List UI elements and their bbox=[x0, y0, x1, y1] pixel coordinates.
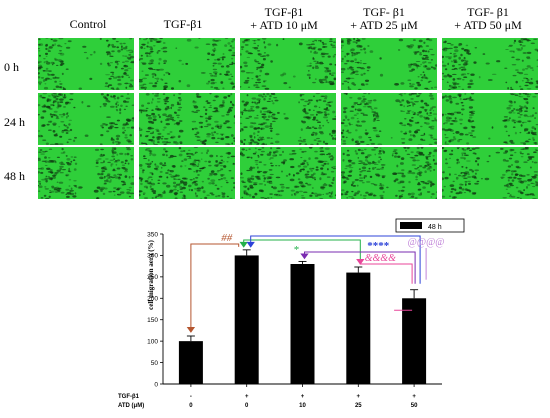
column-header-tgf: TGF-β1 bbox=[148, 18, 218, 31]
y-tick-label: 200 bbox=[147, 296, 158, 303]
micrograph-image bbox=[38, 38, 134, 90]
y-tick-label: 0 bbox=[154, 381, 158, 388]
column-header-line1: Control bbox=[69, 17, 107, 31]
error-bar bbox=[186, 335, 195, 342]
y-tick-label: 350 bbox=[147, 231, 158, 238]
treatment-value: 25 bbox=[355, 403, 362, 409]
micrograph-image bbox=[442, 93, 538, 145]
row-label-48h: 48 h bbox=[4, 169, 25, 183]
y-tick-label: 250 bbox=[147, 274, 158, 281]
micrograph-image bbox=[442, 38, 538, 90]
micrograph-tile bbox=[240, 38, 336, 90]
bar-3 bbox=[290, 264, 315, 384]
bar-5 bbox=[402, 298, 427, 384]
treatment-table: TGF-β1 - + + + + ATD (μM) 0 0 10 25 50 bbox=[118, 394, 418, 409]
column-header-line2: + ATD 25 μM bbox=[350, 18, 418, 32]
column-header-line1: TGF- β1 bbox=[467, 5, 509, 19]
column-header-atd10: TGF-β1 + ATD 10 μM bbox=[238, 6, 330, 32]
annotation-text: **** bbox=[367, 240, 390, 252]
treatment-value: 10 bbox=[299, 403, 306, 409]
annotation-text: * bbox=[294, 244, 300, 256]
error-bar bbox=[410, 289, 419, 299]
micrograph-image bbox=[341, 147, 437, 199]
error-bar bbox=[242, 249, 251, 256]
annotation-text: &&&& bbox=[365, 253, 396, 264]
row-label-24h: 24 h bbox=[4, 115, 25, 129]
micrograph-tile bbox=[38, 147, 134, 199]
treatment-value: + bbox=[412, 394, 416, 400]
micrograph-image bbox=[240, 38, 336, 90]
chart-annotations: ##* ****&&&&@@@@ bbox=[186, 232, 445, 333]
micrograph-tile bbox=[38, 93, 134, 145]
micrograph-image bbox=[341, 38, 437, 90]
treatment-value: + bbox=[245, 394, 249, 400]
column-header-line2: + ATD 50 μM bbox=[454, 18, 522, 32]
treatment-value: + bbox=[357, 394, 361, 400]
annotation-hashes bbox=[186, 243, 240, 333]
micrograph-tile bbox=[240, 147, 336, 199]
micrograph-image bbox=[38, 147, 134, 199]
annotation-text: ## bbox=[221, 232, 233, 244]
y-tick-label: 300 bbox=[147, 253, 158, 260]
micrograph-tile bbox=[139, 147, 235, 199]
legend-label: 48 h bbox=[428, 224, 442, 231]
micrograph-tile bbox=[442, 147, 538, 199]
column-header-line2: + ATD 10 μM bbox=[250, 18, 318, 32]
column-header-atd50: TGF- β1 + ATD 50 μM bbox=[440, 6, 536, 32]
treatment-value: + bbox=[301, 394, 305, 400]
treatment-value: - bbox=[190, 394, 192, 400]
column-header-line1: TGF-β1 bbox=[264, 5, 304, 19]
annotation-ampersands bbox=[356, 259, 413, 311]
micrograph-image bbox=[139, 93, 235, 145]
micrograph-image bbox=[240, 147, 336, 199]
micrograph-tile bbox=[38, 38, 134, 90]
treatment-value: 50 bbox=[411, 403, 418, 409]
y-axis-label: cell migration aera (%) bbox=[147, 239, 155, 309]
annotation-stars bbox=[246, 235, 421, 284]
bar-1 bbox=[178, 341, 203, 384]
error-bar bbox=[298, 260, 307, 264]
micrograph-tile bbox=[341, 147, 437, 199]
micrograph-image bbox=[240, 93, 336, 145]
column-header-atd25: TGF- β1 + ATD 25 μM bbox=[338, 6, 430, 32]
micrograph-image bbox=[139, 147, 235, 199]
y-tick-label: 50 bbox=[151, 360, 159, 367]
row-label-0h: 0 h bbox=[4, 60, 19, 74]
micrograph-image bbox=[139, 38, 235, 90]
treatment-row-label: ATD (μM) bbox=[118, 403, 144, 409]
error-bar bbox=[354, 266, 363, 273]
y-tick-label: 150 bbox=[147, 317, 158, 324]
micrograph-tile bbox=[240, 93, 336, 145]
bar-4 bbox=[346, 272, 371, 384]
annotation-purple-bracket bbox=[300, 251, 416, 284]
column-header-line1: TGF- β1 bbox=[363, 5, 405, 19]
micrograph-image bbox=[442, 147, 538, 199]
chart-bars bbox=[178, 249, 427, 384]
treatment-row-label: TGF-β1 bbox=[118, 394, 140, 400]
micrograph-image bbox=[341, 93, 437, 145]
micrograph-image bbox=[38, 93, 134, 145]
micrograph-tile bbox=[139, 38, 235, 90]
micrograph-tile bbox=[341, 38, 437, 90]
legend: 48 h bbox=[395, 218, 465, 233]
treatment-value: 0 bbox=[189, 403, 193, 409]
legend-swatch bbox=[400, 222, 422, 229]
annotation-text: @@@@ bbox=[408, 237, 445, 248]
column-header-line1: TGF-β1 bbox=[163, 17, 203, 31]
bar-2 bbox=[234, 255, 259, 384]
micrograph-tile bbox=[442, 38, 538, 90]
micrograph-tile bbox=[341, 93, 437, 145]
treatment-value: 0 bbox=[245, 403, 249, 409]
y-tick-label: 100 bbox=[147, 338, 158, 345]
column-header-control: Control bbox=[58, 18, 118, 31]
micrograph-tile bbox=[442, 93, 538, 145]
micrograph-tile bbox=[139, 93, 235, 145]
